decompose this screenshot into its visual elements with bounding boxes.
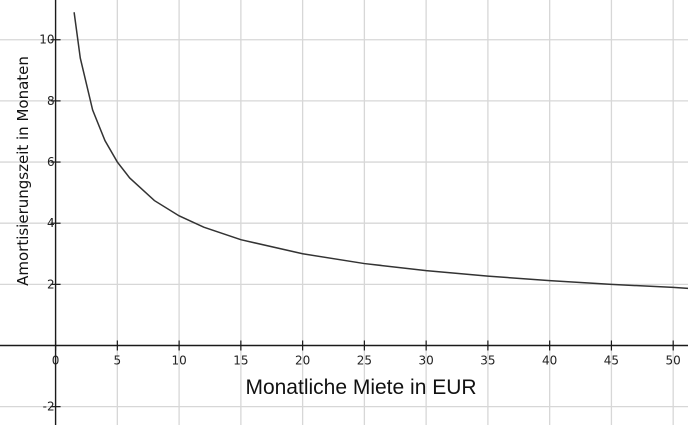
x-tick-label: 25	[357, 354, 372, 368]
x-tick-label: 40	[542, 354, 557, 368]
x-tick-label: 0	[52, 354, 60, 368]
x-tick-label: 20	[295, 354, 310, 368]
y-axis-label: Amortisierungszeit in Monaten	[14, 56, 32, 286]
y-tick-label: 10	[39, 33, 54, 47]
y-tick-label: 8	[47, 94, 55, 108]
x-tick-label: 45	[604, 354, 619, 368]
y-tick-label: 2	[47, 277, 55, 291]
y-tick-label: 6	[47, 155, 55, 169]
y-tick-label: -2	[43, 400, 55, 414]
x-tick-label: 5	[114, 354, 122, 368]
x-tick-label: 10	[171, 354, 186, 368]
x-axis-label: Monatliche Miete in EUR	[245, 376, 477, 399]
x-tick-label: 35	[480, 354, 495, 368]
x-tick-label: 50	[666, 354, 681, 368]
x-tick-label: 15	[233, 354, 248, 368]
tick-layer: 0 5 10 15 20 25 30 35 40 45 50 -2 2 4 6 8 10	[39, 33, 681, 414]
x-tick-label: 30	[418, 354, 433, 368]
series-line	[73, 12, 688, 290]
y-tick-label: 4	[47, 216, 55, 230]
curve-layer	[73, 12, 688, 290]
